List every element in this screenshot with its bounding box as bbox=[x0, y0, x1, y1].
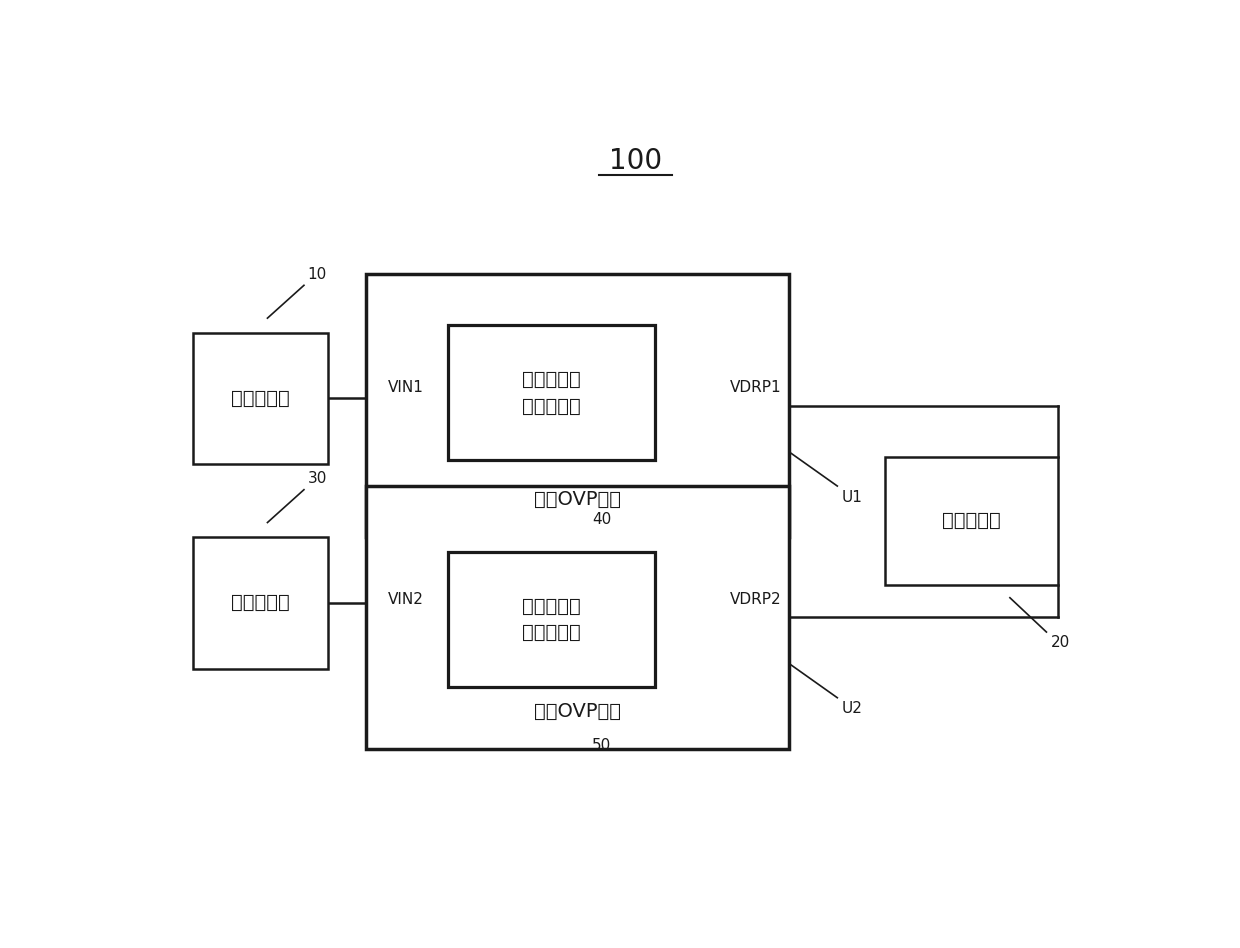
Text: VIN1: VIN1 bbox=[388, 380, 423, 395]
Bar bbox=[448, 325, 655, 461]
Text: U1: U1 bbox=[842, 490, 863, 504]
Bar bbox=[448, 552, 655, 686]
Bar bbox=[367, 274, 789, 538]
Text: 20: 20 bbox=[1052, 635, 1070, 650]
Text: U2: U2 bbox=[842, 702, 863, 717]
Text: 30: 30 bbox=[308, 471, 327, 486]
Text: 第二OVP芯片: 第二OVP芯片 bbox=[534, 702, 621, 721]
Text: 10: 10 bbox=[308, 266, 327, 282]
Text: 100: 100 bbox=[609, 147, 662, 175]
Text: 40: 40 bbox=[591, 512, 611, 526]
Text: 第一OVP芯片: 第一OVP芯片 bbox=[534, 490, 621, 509]
Bar bbox=[193, 333, 327, 465]
Bar bbox=[367, 486, 789, 749]
Bar bbox=[193, 538, 327, 668]
Text: VDRP1: VDRP1 bbox=[730, 380, 781, 395]
Text: 50: 50 bbox=[591, 738, 611, 753]
Text: VDRP2: VDRP2 bbox=[730, 592, 781, 607]
Text: 第二反向电
流保护模块: 第二反向电 流保护模块 bbox=[522, 596, 580, 642]
Text: VIN2: VIN2 bbox=[388, 592, 423, 607]
Text: 待充电设备: 待充电设备 bbox=[942, 511, 1001, 530]
Text: 第二充电器: 第二充电器 bbox=[232, 593, 290, 612]
Text: 第一反向电
流保护模块: 第一反向电 流保护模块 bbox=[522, 371, 580, 416]
Bar bbox=[885, 457, 1058, 585]
Text: 第一充电器: 第一充电器 bbox=[232, 389, 290, 408]
